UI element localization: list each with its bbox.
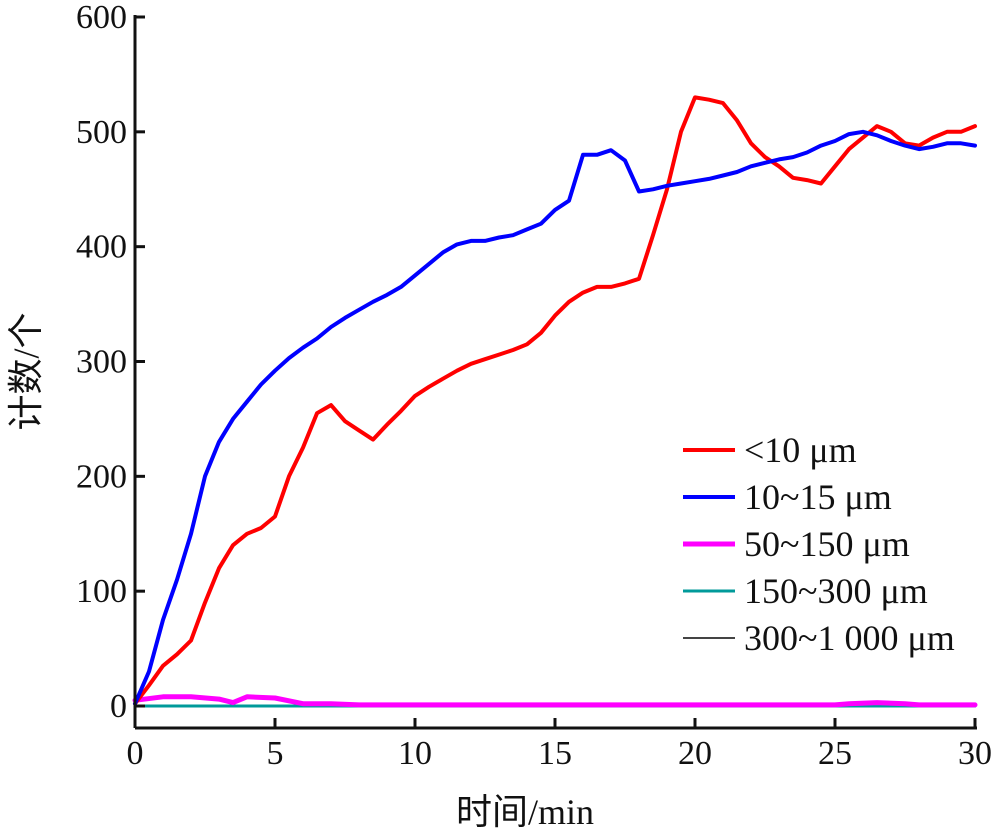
y-tick-label: 600 (76, 0, 127, 36)
x-tick-label: 10 (398, 735, 432, 772)
series-line-0 (133, 95, 977, 706)
y-tick-label: 500 (76, 114, 127, 151)
x-axis-title: 时间/min (456, 792, 594, 832)
legend-label: 300~1 000 μm (744, 618, 955, 658)
legend-label: 10~15 μm (744, 477, 892, 517)
x-tick-label: 0 (127, 735, 144, 772)
x-tick-label: 5 (267, 735, 284, 772)
y-tick-label: 200 (76, 458, 127, 495)
y-tick-label: 300 (76, 344, 127, 381)
legend: <10 μm 10~15 μm 50~150 μm 150~300 μm 300~1 0… (683, 430, 955, 658)
x-tick-label: 20 (678, 735, 712, 772)
series-line-1 (133, 129, 977, 706)
x-tick-label: 15 (538, 735, 572, 772)
legend-label: 150~300 μm (744, 571, 928, 611)
legend-label: <10 μm (744, 430, 857, 470)
x-tick-label: 25 (818, 735, 852, 772)
x-tick-label: 30 (958, 735, 992, 772)
series-line-2 (132, 694, 978, 708)
ticks: 0 100 200 300 400 500 600 0 5 10 15 20 25 30 (76, 0, 992, 772)
y-tick-label: 0 (110, 688, 127, 725)
series-layer (132, 95, 978, 708)
y-tick-label: 100 (76, 573, 127, 610)
y-tick-label: 400 (76, 229, 127, 266)
y-axis-title: 计数/个 (6, 312, 46, 430)
legend-label: 50~150 μm (744, 524, 910, 564)
